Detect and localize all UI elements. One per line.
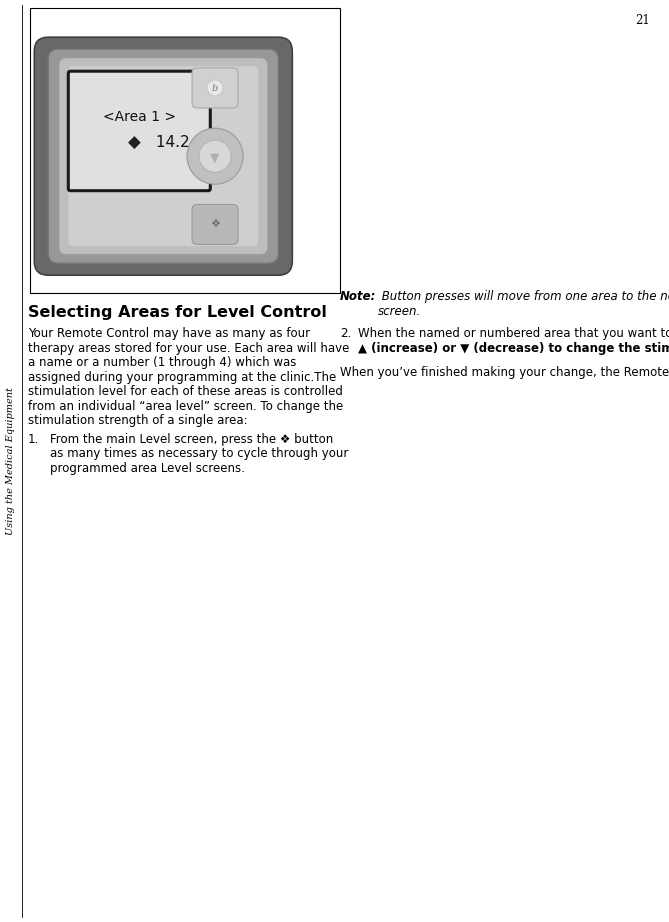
Text: <Area 1 >: <Area 1 > xyxy=(103,110,176,124)
Text: Button presses will move from one area to the next and will eventually return yo: Button presses will move from one area t… xyxy=(378,290,669,303)
Circle shape xyxy=(187,128,243,184)
Text: ▼: ▼ xyxy=(210,152,220,165)
Text: Selecting Areas for Level Control: Selecting Areas for Level Control xyxy=(28,305,327,320)
Text: Note:: Note: xyxy=(340,290,377,303)
Text: stimulation level for each of these areas is controlled: stimulation level for each of these area… xyxy=(28,385,343,398)
Circle shape xyxy=(199,140,231,172)
Text: ❖: ❖ xyxy=(210,219,220,230)
Text: When the named or numbered area that you want to adjust is shown on the screen, : When the named or numbered area that you… xyxy=(358,327,669,340)
Text: From the main Level screen, press the ❖ button: From the main Level screen, press the ❖ … xyxy=(50,432,333,445)
Text: Using the Medical Equipment: Using the Medical Equipment xyxy=(7,387,15,535)
FancyBboxPatch shape xyxy=(68,71,210,191)
FancyBboxPatch shape xyxy=(68,66,258,246)
Text: programmed area Level screens.: programmed area Level screens. xyxy=(50,462,245,475)
Text: 1.: 1. xyxy=(28,432,39,445)
FancyBboxPatch shape xyxy=(60,58,268,254)
Text: therapy areas stored for your use. Each area will have: therapy areas stored for your use. Each … xyxy=(28,341,349,354)
FancyBboxPatch shape xyxy=(192,68,238,108)
Bar xyxy=(30,8,340,293)
Text: screen.: screen. xyxy=(378,304,421,317)
Text: assigned during your programming at the clinic.The: assigned during your programming at the … xyxy=(28,371,337,384)
Text: a name or a number (1 through 4) which was: a name or a number (1 through 4) which w… xyxy=(28,356,296,369)
Text: When you’ve finished making your change, the Remote Control will return to the L: When you’ve finished making your change,… xyxy=(340,366,669,379)
Text: b: b xyxy=(212,85,218,93)
Text: ▲ (increase) or ▼ (decrease) to change the stimulation level for that area.: ▲ (increase) or ▼ (decrease) to change t… xyxy=(358,341,669,354)
Text: as many times as necessary to cycle through your: as many times as necessary to cycle thro… xyxy=(50,447,349,460)
Text: 2.: 2. xyxy=(340,327,351,340)
Text: ◆: ◆ xyxy=(128,134,140,152)
Text: from an individual “area level” screen. To change the: from an individual “area level” screen. … xyxy=(28,399,343,412)
FancyBboxPatch shape xyxy=(34,37,292,275)
Text: 14.2: 14.2 xyxy=(151,136,190,150)
Text: stimulation strength of a single area:: stimulation strength of a single area: xyxy=(28,414,248,427)
FancyBboxPatch shape xyxy=(48,49,278,263)
Text: Your Remote Control may have as many as four: Your Remote Control may have as many as … xyxy=(28,327,310,340)
FancyBboxPatch shape xyxy=(192,205,238,244)
Text: 21: 21 xyxy=(636,14,650,27)
Circle shape xyxy=(207,80,223,96)
